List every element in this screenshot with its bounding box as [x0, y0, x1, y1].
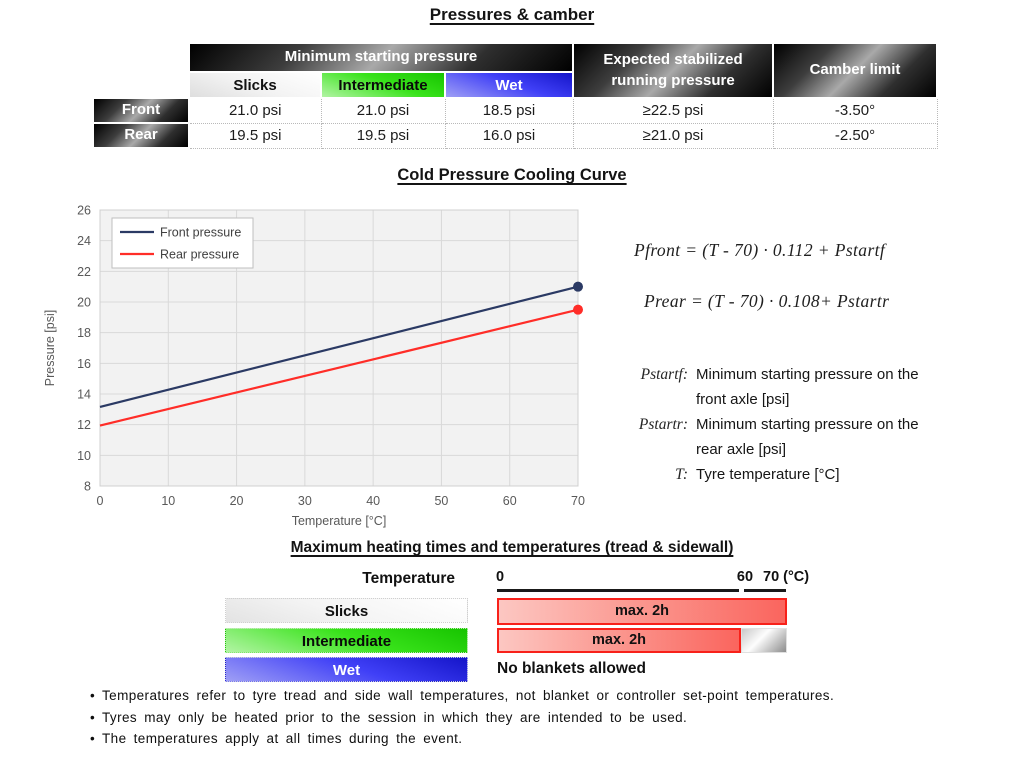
y-axis-title: Pressure [psi]: [43, 310, 57, 386]
x-axis-title: Temperature [°C]: [292, 514, 387, 528]
scale-tick-0: 0: [496, 569, 505, 585]
definition-text: Minimum starting pressure on the front a…: [696, 366, 919, 408]
formula-front-pressure: Pfront = (T - 70) · 0.112 + Pstartf: [634, 240, 886, 260]
y-tick-label: 24: [77, 234, 91, 248]
scale-line-0-60: [497, 589, 739, 592]
rear-slicks-value: 19.5 psi: [188, 122, 322, 149]
table-row: Front 21.0 psi 21.0 psi 18.5 psi ≥22.5 p…: [92, 97, 938, 124]
definition-term: T:: [675, 466, 688, 483]
series-line: [99, 308, 579, 427]
tyre-label-slicks: Slicks: [225, 598, 468, 623]
x-tick-label: 20: [230, 494, 244, 508]
header-expected-pressure: Expected stabilized running pressure: [572, 42, 774, 99]
tyre-label-wet: Wet: [225, 657, 468, 682]
header-slicks: Slicks: [188, 71, 322, 99]
definition-text: Tyre temperature [°C]: [696, 466, 840, 483]
note-item: • Temperatures refer to tyre tread and s…: [90, 688, 835, 703]
y-tick-label: 22: [77, 265, 91, 279]
y-tick-label: 14: [77, 388, 91, 402]
formula-rear-pressure: Prear = (T - 70) · 0.108+ Pstartr: [644, 291, 890, 311]
y-tick-label: 8: [84, 480, 91, 494]
chart-title: Cold Pressure Cooling Curve: [397, 166, 627, 184]
y-tick-label: 16: [77, 357, 91, 371]
x-tick-label: 60: [503, 494, 517, 508]
notes-list: • Temperatures refer to tyre tread and s…: [90, 686, 852, 751]
series-line: [99, 285, 579, 408]
definition-text: Minimum starting pressure on the rear ax…: [696, 416, 919, 458]
heating-bar-gray-block: [741, 628, 787, 653]
scale-line-60-70: [744, 589, 786, 592]
x-tick-label: 40: [366, 494, 380, 508]
definition-pstartf: Pstartf: Minimum starting pressure on th…: [610, 362, 932, 412]
x-tick-label: 70: [571, 494, 585, 508]
legend-label: Front pressure: [160, 226, 241, 240]
rear-wet-value: 16.0 psi: [444, 122, 574, 149]
header-minimum-starting-pressure: Minimum starting pressure: [188, 42, 574, 73]
row-header-front: Front: [92, 97, 190, 124]
front-slicks-value: 21.0 psi: [188, 97, 322, 124]
pressure-camber-table: Minimum starting pressure Expected stabi…: [92, 42, 938, 149]
rear-intermediate-value: 19.5 psi: [320, 122, 446, 149]
cooling-curve-chart: 8 10 12 14 16 18 20 22 24 26 0 10 20 30 40 50 60 70 Pressu…: [43, 204, 585, 529]
x-tick-label: 50: [434, 494, 448, 508]
front-intermediate-value: 21.0 psi: [320, 97, 446, 124]
header-intermediate: Intermediate: [320, 71, 446, 99]
definition-term: Pstartr:: [638, 416, 688, 433]
y-tick-label: 26: [77, 204, 91, 218]
x-tick-label: 10: [161, 494, 175, 508]
table-row: Rear 19.5 psi 19.5 psi 16.0 psi ≥21.0 ps…: [92, 122, 938, 149]
y-tick-label: 12: [77, 418, 91, 432]
legend-box: [111, 217, 254, 269]
header-wet: Wet: [444, 71, 574, 99]
row-header-rear: Rear: [92, 122, 190, 149]
x-tick-label: 0: [97, 494, 104, 508]
heating-temperature-label: Temperature: [362, 570, 455, 587]
scale-tick-60: 60: [736, 569, 754, 585]
y-tick-label: 20: [77, 296, 91, 310]
scale-tick-70: 70 (°C): [763, 569, 810, 585]
series-end-marker: [573, 281, 583, 292]
definition-pstartr: Pstartr: Minimum starting pressure on th…: [610, 412, 932, 462]
tyre-label-intermediate: Intermediate: [225, 628, 468, 653]
legend-label: Rear pressure: [160, 248, 239, 262]
page-title: Pressures & camber: [429, 5, 595, 24]
x-tick-label: 30: [298, 494, 312, 508]
heating-section-title: Maximum heating times and temperatures (…: [290, 539, 734, 556]
rear-expected-value: ≥21.0 psi: [572, 122, 774, 149]
front-expected-value: ≥22.5 psi: [572, 97, 774, 124]
table-corner-cell: [93, 43, 189, 98]
front-wet-value: 18.5 psi: [444, 97, 574, 124]
y-tick-label: 18: [77, 326, 91, 340]
heating-bar-intermediate: max. 2h: [497, 628, 741, 653]
note-item: • The temperatures apply at all times du…: [90, 731, 463, 746]
rear-camber-value: -2.50°: [772, 122, 938, 149]
note-item: • Tyres may only be heated prior to the …: [90, 709, 688, 725]
definition-temperature: T: Tyre temperature [°C]: [610, 462, 932, 487]
header-camber-limit: Camber limit: [772, 42, 938, 99]
front-camber-value: -3.50°: [772, 97, 938, 124]
heating-bar-slicks: max. 2h: [497, 598, 787, 625]
y-tick-label: 10: [77, 449, 91, 463]
no-blankets-text: No blankets allowed: [497, 660, 647, 677]
definition-term: Pstartf:: [640, 366, 688, 383]
series-end-marker: [573, 304, 583, 315]
variable-definitions: Pstartf: Minimum starting pressure on th…: [610, 362, 932, 487]
